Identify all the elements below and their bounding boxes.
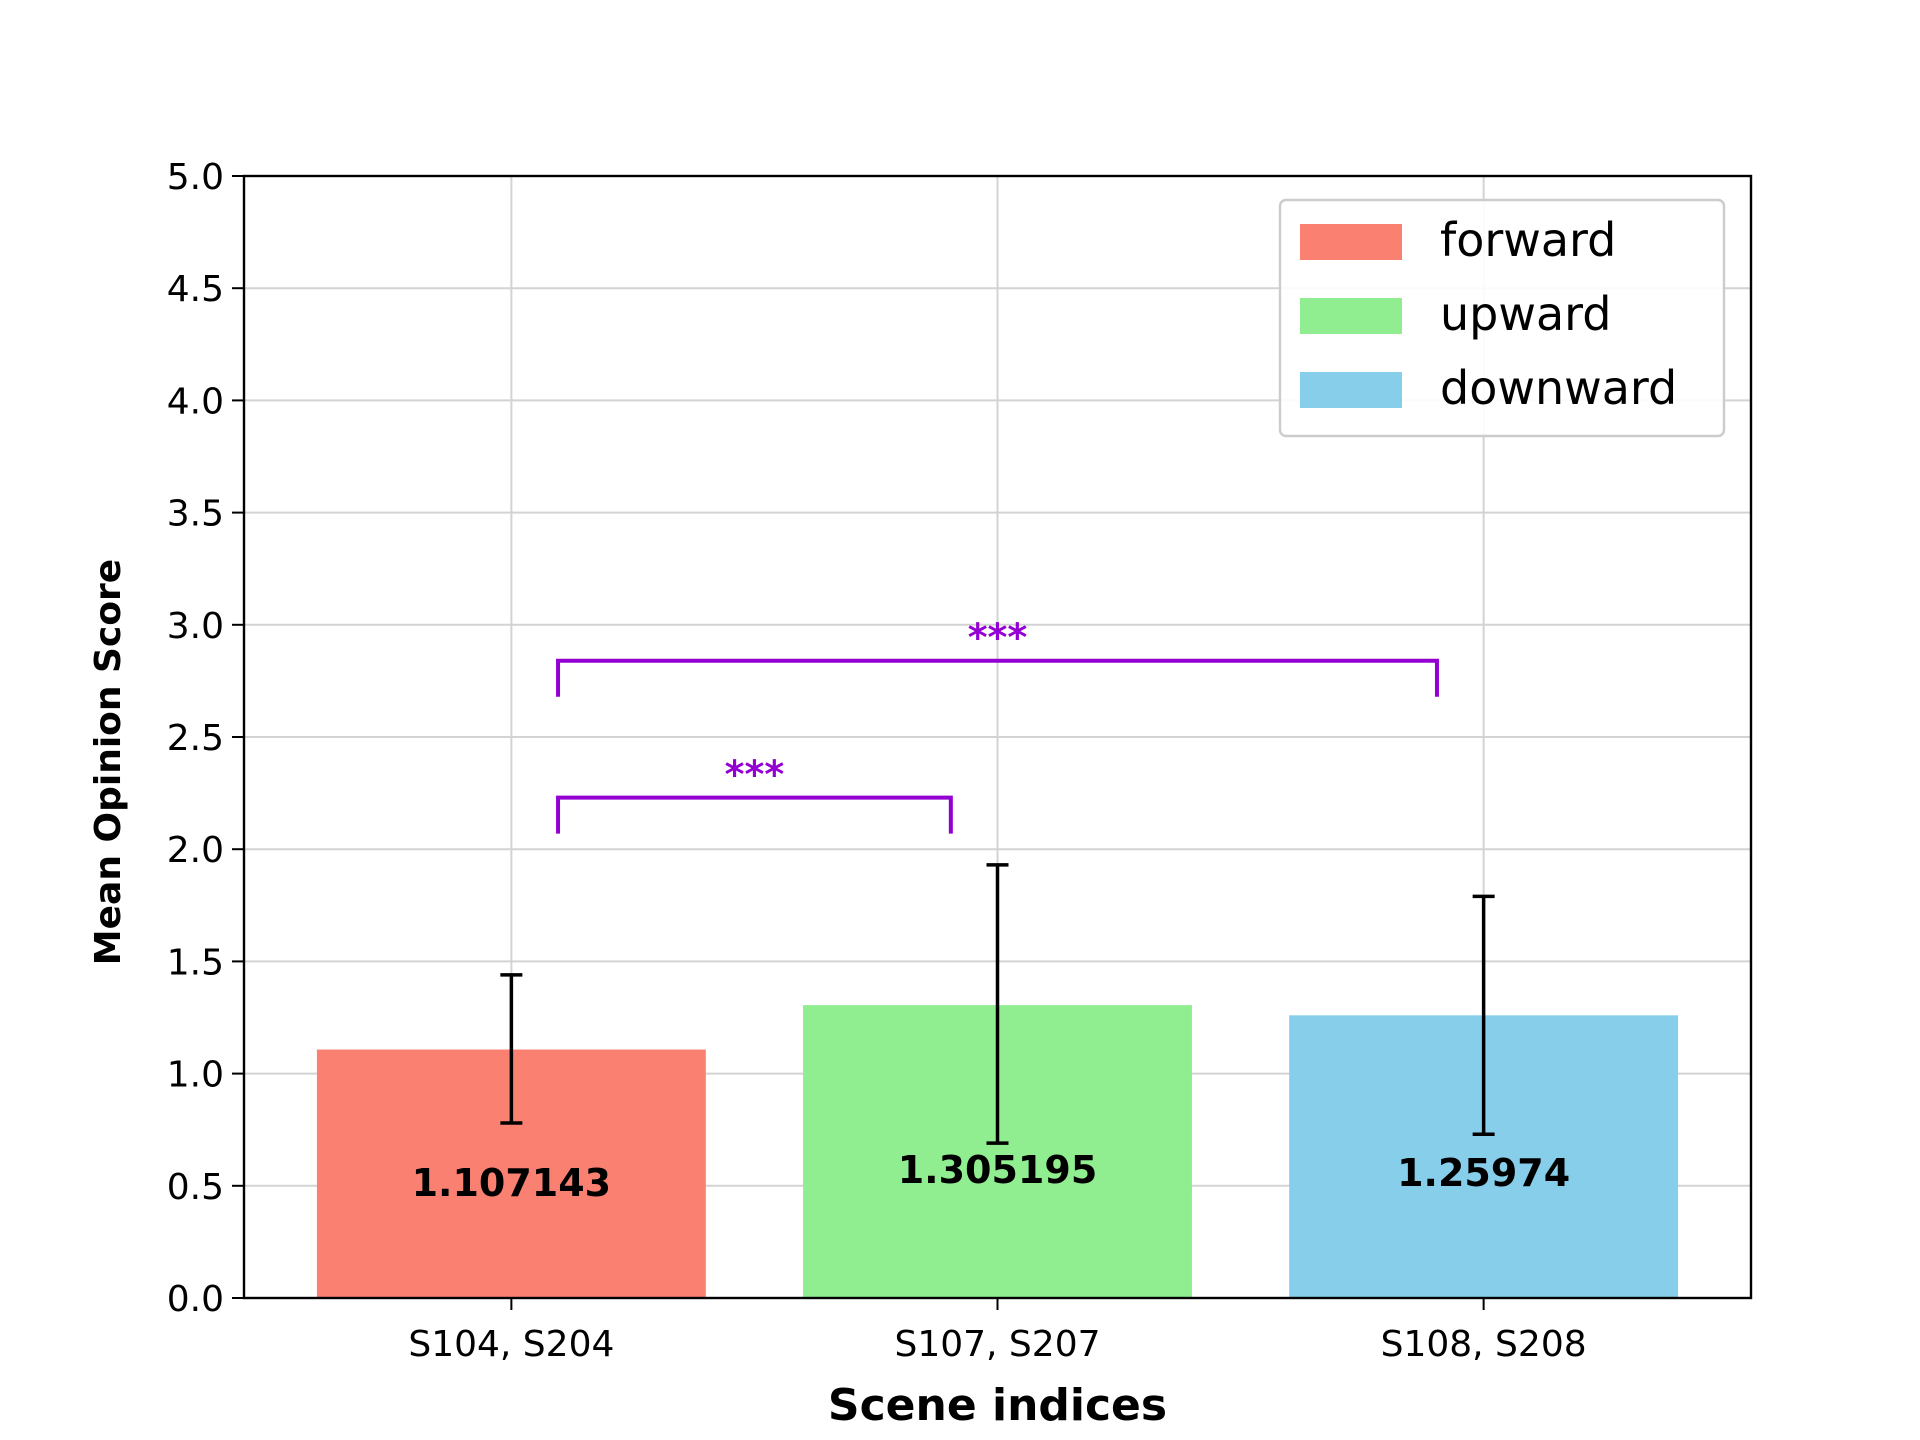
y-axis-label: Mean Opinion Score	[88, 559, 129, 965]
bar-value-label: 1.107143	[412, 1161, 612, 1205]
legend-label-upward: upward	[1440, 287, 1611, 341]
significance-label: ***	[968, 616, 1028, 660]
legend: forward upward downward	[1278, 198, 1726, 438]
significance-bracket	[556, 658, 1439, 697]
y-tick-label: 0.0	[167, 1279, 224, 1320]
legend-swatch-upward	[1300, 298, 1402, 334]
error-bars	[500, 863, 1495, 1145]
bar-value-label: 1.25974	[1397, 1151, 1570, 1195]
x-tick-label: S108, S208	[1381, 1324, 1587, 1365]
significance-brackets: *** ***	[556, 616, 1439, 834]
y-tick-label: 1.0	[167, 1055, 224, 1096]
y-tick-label: 2.0	[167, 830, 224, 871]
bar-value-labels: 1.107143 1.305195 1.25974	[412, 1148, 1571, 1205]
legend-label-forward: forward	[1440, 213, 1616, 267]
legend-label-downward: downward	[1440, 361, 1677, 415]
axis-ticks: 0.0 0.5 1.0 1.5 2.0 2.5 3.0 3.5 4.0 4.5 5.0 S104, S…	[167, 157, 1587, 1365]
y-tick-label: 4.0	[167, 381, 224, 422]
x-tick-label: S107, S207	[894, 1324, 1100, 1365]
bar-value-label: 1.305195	[898, 1148, 1098, 1192]
x-axis-label: Scene indices	[828, 1380, 1167, 1431]
y-tick-label: 4.5	[167, 269, 224, 310]
y-tick-label: 5.0	[167, 157, 224, 198]
y-tick-label: 3.5	[167, 494, 224, 535]
legend-swatch-forward	[1300, 224, 1402, 260]
significance-label: ***	[725, 753, 785, 797]
y-tick-label: 0.5	[167, 1167, 224, 1208]
y-tick-label: 2.5	[167, 718, 224, 759]
x-tick-label: S104, S204	[408, 1324, 614, 1365]
y-tick-label: 3.0	[167, 606, 224, 647]
significance-bracket	[556, 795, 953, 834]
legend-swatch-downward	[1300, 372, 1402, 408]
y-tick-label: 1.5	[167, 942, 224, 983]
